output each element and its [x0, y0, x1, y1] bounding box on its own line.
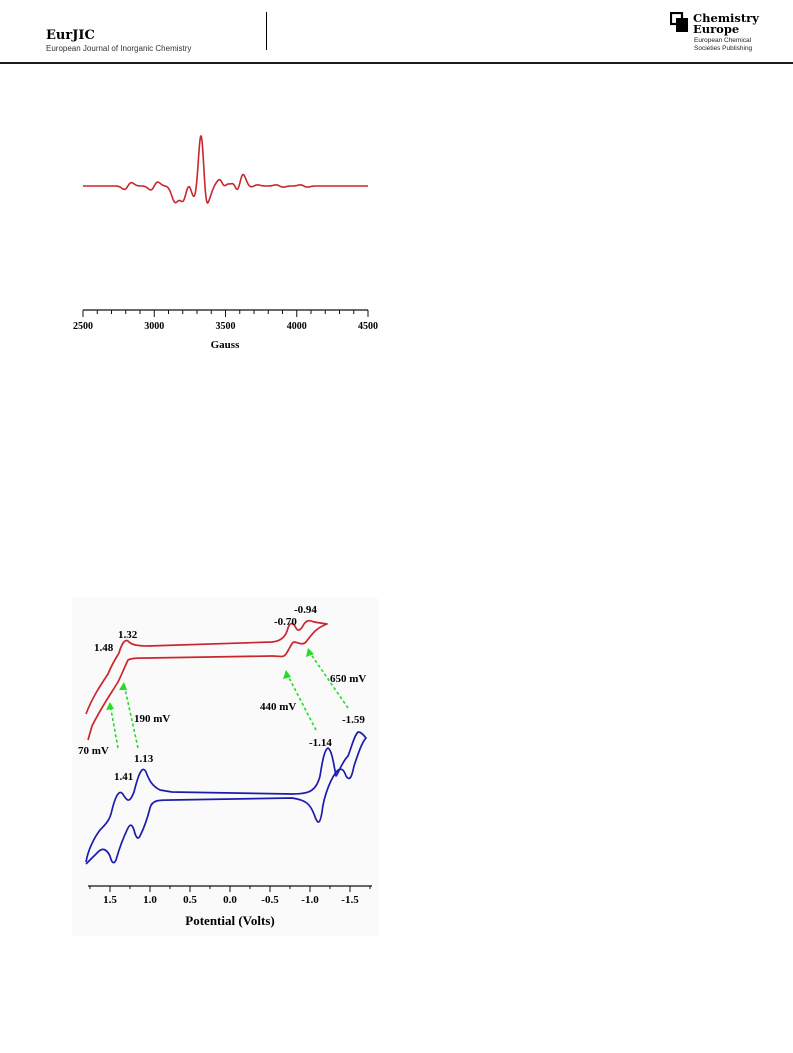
cv-blue-trace: [85, 731, 367, 865]
label-blue-minus-1.59: -1.59: [342, 714, 365, 726]
label-red-1.48: 1.48: [94, 642, 114, 654]
arrow-head-440mv: [283, 670, 291, 679]
tick-label-0.0: 0.0: [223, 894, 237, 906]
x-axis-title: Gauss: [211, 339, 240, 351]
tick-label-minus-0.5: -0.5: [261, 894, 279, 906]
chemistry-europe-logo-icon: [670, 12, 688, 32]
arrow-heads: [106, 648, 314, 710]
arrow-head-70mv: [106, 702, 114, 710]
green-arrows: [109, 649, 349, 749]
label-blue-1.41: 1.41: [114, 771, 133, 783]
label-red-minus-0.94: -0.94: [294, 604, 317, 616]
arrow-650mv: [307, 649, 349, 709]
tick-label-2500: 2500: [73, 321, 93, 332]
x-axis-ticks: [89, 886, 371, 892]
journal-abbreviation: EurJIC: [46, 28, 95, 43]
tick-label-minus-1.5: -1.5: [341, 894, 359, 906]
tick-label-3000: 3000: [144, 321, 164, 332]
journal-full-name: European Journal of Inorganic Chemistry: [46, 44, 192, 53]
tick-label-4000: 4000: [287, 321, 307, 332]
label-red-minus-0.70: -0.70: [274, 616, 297, 628]
tick-label-1.0: 1.0: [143, 894, 157, 906]
label-70mv: 70 mV: [78, 745, 109, 757]
cv-red-trace: [85, 619, 328, 741]
publisher-name-line2: Europe: [693, 22, 740, 36]
page-header: EurJIC European Journal of Inorganic Che…: [0, 0, 793, 64]
label-190mv: 190 mV: [134, 713, 170, 725]
epr-spectrum-chart: 2500 3000 3500 4000 4500 Gauss: [73, 135, 378, 351]
epr-trace: [82, 135, 369, 204]
tick-label-3500: 3500: [216, 321, 236, 332]
x-axis-title: Potential (Volts): [185, 913, 274, 928]
tick-label-minus-1.0: -1.0: [301, 894, 319, 906]
publisher-name-line1: Chemistry: [693, 11, 759, 25]
label-blue-1.13: 1.13: [134, 753, 154, 765]
publisher-subtitle-line2: Societies Publishing: [694, 45, 753, 52]
tick-label-1.5: 1.5: [103, 894, 117, 906]
label-440mv: 440 mV: [260, 701, 296, 713]
tick-label-4500: 4500: [358, 321, 378, 332]
header-divider: [266, 12, 267, 50]
label-blue-minus-1.14: -1.14: [309, 737, 332, 749]
publisher-subtitle-line1: European Chemical: [694, 37, 752, 44]
arrow-head-650mv: [306, 648, 314, 657]
label-650mv: 650 mV: [330, 673, 366, 685]
tick-label-0.5: 0.5: [183, 894, 197, 906]
arrow-head-190mv: [119, 682, 127, 690]
cyclic-voltammogram-chart: 1.32 1.48 -0.70 -0.94 1.41 1.13 -1.14 -1…: [72, 598, 378, 936]
x-axis-ticks: [82, 310, 369, 317]
header-rule: [0, 62, 793, 64]
arrow-70mv: [109, 703, 119, 749]
label-red-1.32: 1.32: [118, 629, 138, 641]
